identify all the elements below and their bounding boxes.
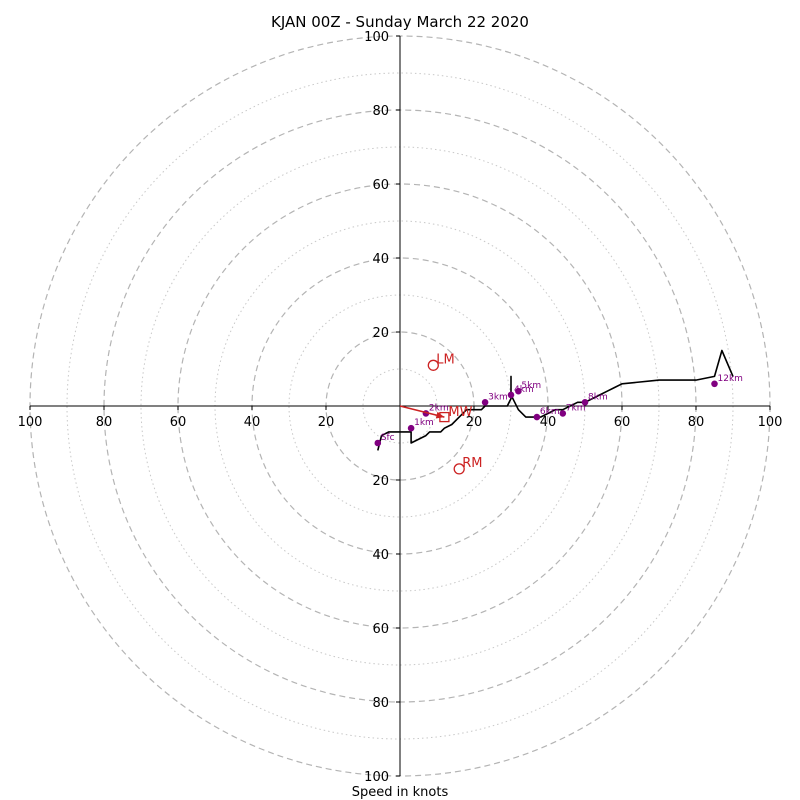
height-label-Sfc: Sfc xyxy=(381,433,395,443)
height-label-7km: 7km xyxy=(566,403,586,413)
y-tick-label: 100 xyxy=(364,30,389,45)
hodograph-line xyxy=(377,349,734,451)
height-label-4km: 4km xyxy=(514,385,534,395)
right-mover-marker xyxy=(453,463,465,475)
x-tick-label: 20 xyxy=(466,415,483,430)
x-tick-label: 100 xyxy=(18,415,43,430)
tick-labels: 100 100 80 80 60 60 40 40 20 20 20 20 40 40 60 60 80 80 10… xyxy=(18,30,783,785)
x-tick-label: 100 xyxy=(758,415,783,430)
height-label-3km: 3km xyxy=(488,392,508,402)
y-tick-label: 60 xyxy=(372,178,389,193)
y-tick-label: 40 xyxy=(372,252,389,267)
height-marker-1km xyxy=(407,424,415,432)
height-label-5km: 5km xyxy=(521,381,541,391)
height-marker-8km xyxy=(581,399,589,406)
height-marker-4km xyxy=(507,391,515,399)
y-tick-label: 60 xyxy=(372,622,389,637)
y-tick-label: 80 xyxy=(372,104,389,119)
height-marker-Sfc xyxy=(374,439,382,447)
x-tick-label: 40 xyxy=(244,415,261,430)
height-marker-6km xyxy=(533,413,541,421)
x-tick-label: 40 xyxy=(540,415,557,430)
height-marker-3km xyxy=(481,399,489,406)
height-label-2km: 2km xyxy=(429,403,449,413)
height-label-8km: 8km xyxy=(588,392,608,402)
right-mover-label: RM xyxy=(462,456,482,471)
height-marker-7km xyxy=(559,410,567,417)
height-marker-12km xyxy=(711,380,718,388)
y-tick-label: 20 xyxy=(372,474,389,489)
storm-motion: MW LM RM xyxy=(399,352,482,475)
left-mover-marker xyxy=(427,359,439,371)
chart-title: KJAN 00Z - Sunday March 22 2020 xyxy=(271,13,529,31)
height-label-6km: 6km xyxy=(540,407,560,417)
x-tick-label: 80 xyxy=(688,415,705,430)
x-axis-label: Speed in knots xyxy=(352,785,449,800)
x-tick-label: 20 xyxy=(318,415,335,430)
x-tick-label: 60 xyxy=(170,415,187,430)
y-tick-label: 100 xyxy=(364,770,389,785)
hodograph-trace xyxy=(377,349,734,451)
y-tick-label: 20 xyxy=(372,326,389,341)
mean-wind-marker xyxy=(439,411,450,423)
x-tick-label: 80 xyxy=(96,415,113,430)
mean-wind-label: MW xyxy=(448,405,472,420)
x-tick-label: 60 xyxy=(614,415,631,430)
height-marker-5km xyxy=(515,387,522,395)
y-tick-label: 40 xyxy=(372,548,389,563)
height-label-12km: 12km xyxy=(718,374,743,384)
y-tick-label: 80 xyxy=(372,696,389,711)
height-label-1km: 1km xyxy=(414,418,434,428)
left-mover-label: LM xyxy=(436,352,454,367)
